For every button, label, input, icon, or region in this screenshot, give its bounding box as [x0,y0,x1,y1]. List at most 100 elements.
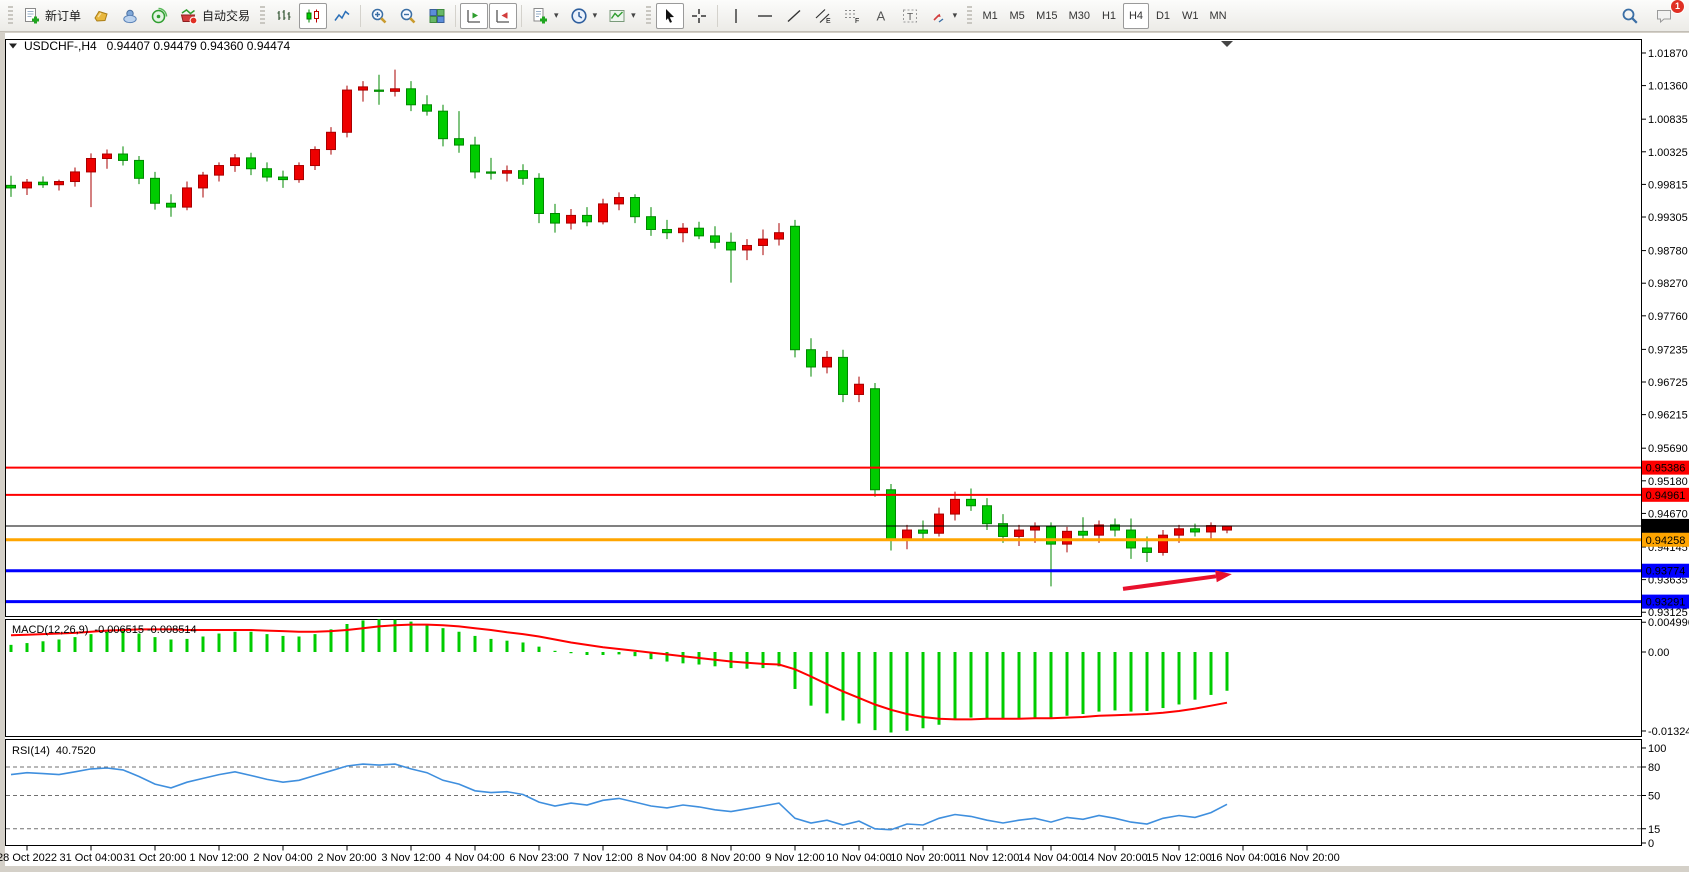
time-axis-label: 16 Nov 04:00 [1210,852,1275,864]
timeframe-m15-button[interactable]: M15 [1031,3,1062,29]
navigator-button[interactable] [145,3,173,29]
one-click-trading-toggle[interactable] [9,43,17,49]
periods-button[interactable]: ▾ [565,3,603,29]
candle-body [1110,524,1120,531]
indicators-icon [533,7,548,23]
market-watch-button[interactable] [87,3,115,29]
vertical-line-button[interactable] [722,3,750,29]
candle-body [998,523,1008,537]
vertical-line-icon [734,8,737,23]
horizontal-line-icon [757,14,772,17]
navigator-icon [151,7,168,23]
arrows-icon [933,13,944,23]
macd-label: MACD(12,26,9) -0.006515 -0.008514 [12,624,197,636]
candle-body [518,170,528,179]
bar-shift-marker[interactable] [1221,41,1233,47]
cursor-button[interactable] [655,2,684,29]
trendline-button[interactable] [780,3,808,29]
candle-body [326,131,336,151]
timeframe-w1-button[interactable]: W1 [1177,3,1204,29]
rsi-tick-label: 0 [1648,838,1654,850]
toolbar-grip[interactable] [260,5,266,26]
candle-body [918,529,928,534]
toolbar-grip[interactable] [8,5,13,26]
templates-button[interactable]: ▾ [603,3,641,29]
time-axis-label: 8 Nov 20:00 [701,852,760,864]
zoom-in-button[interactable] [365,3,393,29]
trend-arrow-head[interactable] [1215,570,1232,583]
candle-body [118,153,128,161]
crosshair-button[interactable] [685,3,713,29]
bar-chart-button[interactable] [270,3,298,29]
price-tick-label: 1.01360 [1648,81,1688,93]
timeframe-h1-button[interactable]: H1 [1096,3,1122,29]
toolbar-separator [716,4,718,27]
chart-shift-button[interactable] [460,2,489,29]
timeframe-d1-button[interactable]: D1 [1150,3,1176,29]
time-axis-label: 2 Nov 04:00 [253,852,312,864]
candle-body [1094,524,1104,536]
time-axis-label: 3 Nov 12:00 [381,852,440,864]
fibonacci-button[interactable]: F [838,3,866,29]
price-tick-label: 1.00835 [1648,114,1688,126]
candle-body [502,170,512,174]
new-order-button[interactable]: 新订单 [18,3,86,29]
candle-body [1206,525,1216,533]
arrows-button[interactable]: ▾ [925,3,963,29]
text-label-button[interactable]: T [896,3,924,29]
horizontal-line-button[interactable] [751,3,779,29]
candle-body [726,241,736,251]
tile-windows-button[interactable] [423,3,451,29]
line-chart-button[interactable] [328,3,356,29]
timeframe-m1-button[interactable]: M1 [977,3,1003,29]
candle-body [838,356,848,395]
candle-body [134,159,144,179]
candle-body [1190,528,1200,533]
auto-scroll-button[interactable] [489,2,518,29]
time-axis-label: 2 Nov 20:00 [317,852,376,864]
toolbar-separator [455,4,457,27]
toolbar-grip[interactable] [645,5,651,26]
timeframe-m5-button[interactable]: M5 [1004,3,1030,29]
equidistant-channel-button[interactable]: E [809,3,837,29]
time-axis-label: 8 Nov 04:00 [637,852,696,864]
search-button[interactable] [1616,3,1644,29]
candle-body [646,216,656,230]
zoom-in-icon [371,8,387,23]
trend-arrow-shaft[interactable] [1122,574,1217,591]
data-window-button[interactable] [116,3,144,29]
notifications-button[interactable] [1650,3,1679,29]
zoom-out-button[interactable] [394,3,422,29]
candle-body [390,88,400,92]
text-button[interactable]: A [867,3,895,29]
tile-windows-icon [429,8,445,23]
candle-body [614,197,624,205]
candle-body [6,184,16,189]
time-axis-label: 6 Nov 23:00 [509,852,568,864]
timeframe-h4-button[interactable]: H4 [1122,2,1149,29]
notification-badge[interactable]: 1 [1670,0,1685,14]
candlestick-chart-button[interactable] [299,2,328,29]
price-label-text: 0.93291 [1646,597,1686,609]
price-tick-label: 0.96215 [1648,410,1688,422]
search-icon [1622,8,1638,24]
time-axis-label: 31 Oct 20:00 [124,852,187,864]
time-axis-label: 7 Nov 12:00 [573,852,632,864]
timeframe-m30-button[interactable]: M30 [1064,3,1095,29]
price-label-box [1642,460,1689,475]
candle-body [550,212,560,224]
price-tick-label: 0.94670 [1648,508,1688,520]
candle-body [678,227,688,234]
candle-body [934,513,944,534]
price-tick-label: 0.95180 [1648,476,1688,488]
indicators-button[interactable]: ▾ [526,3,564,29]
timeframe-mn-button[interactable]: MN [1204,3,1231,29]
candle-body [854,383,864,395]
candle-body [966,498,976,507]
toolbar-grip[interactable] [967,5,973,26]
autotrading-button[interactable]: 自动交易 [174,3,255,29]
candle-body [358,86,368,91]
price-tick-label: 0.95690 [1648,443,1688,455]
candle-body [902,529,912,541]
price-tick-label: 0.97760 [1648,311,1688,323]
